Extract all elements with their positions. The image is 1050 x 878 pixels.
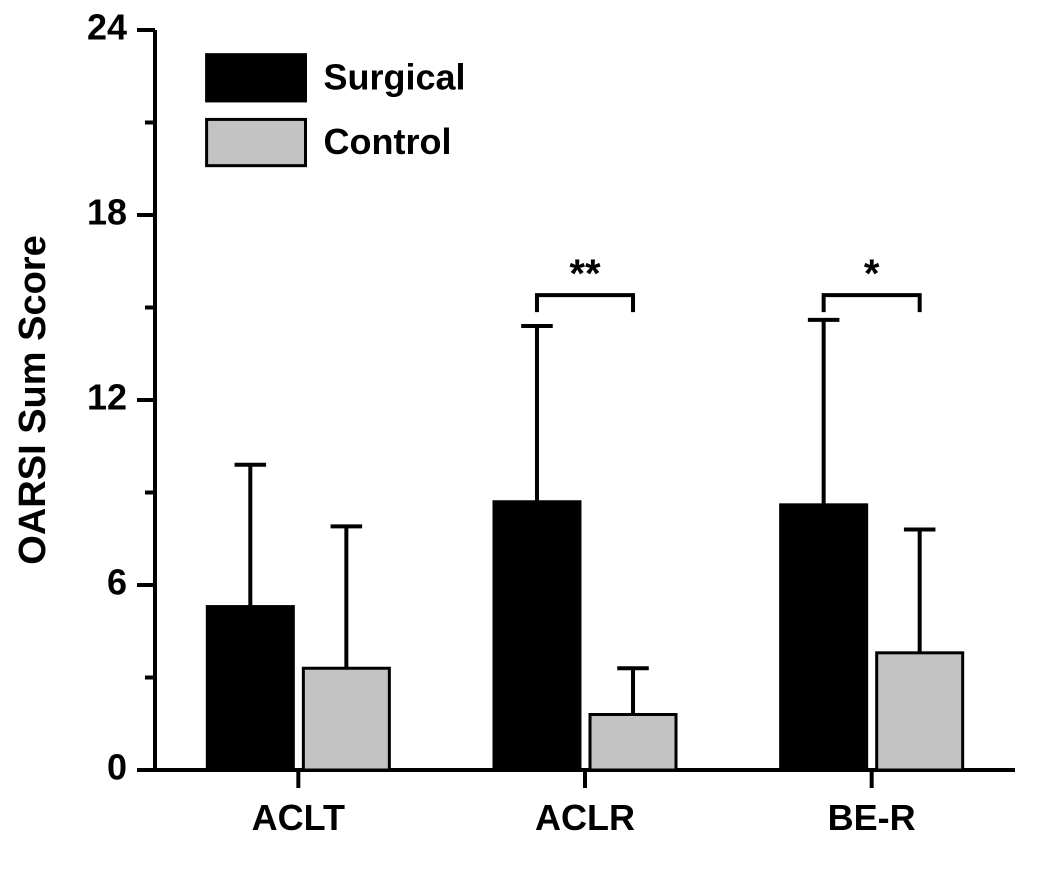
legend-label: Surgical [324, 56, 466, 97]
y-tick-label: 0 [107, 747, 127, 788]
x-tick-label: ACLR [535, 797, 635, 838]
bar [590, 715, 676, 771]
bar [494, 502, 580, 770]
bar-chart: 06121824OARSI Sum ScoreACLTACLRBE-R***Su… [0, 0, 1050, 878]
x-tick-label: BE-R [828, 797, 916, 838]
y-tick-label: 18 [87, 192, 127, 233]
significance-label: * [864, 252, 880, 296]
legend-swatch [207, 55, 306, 101]
legend-swatch [207, 119, 306, 165]
bar [303, 668, 389, 770]
legend-label: Control [324, 121, 452, 162]
bar [781, 505, 867, 770]
significance-label: ** [569, 252, 601, 296]
y-tick-label: 12 [87, 377, 127, 418]
y-axis-label: OARSI Sum Score [12, 235, 54, 564]
y-tick-label: 24 [87, 7, 127, 48]
x-tick-label: ACLT [252, 797, 345, 838]
bar [207, 607, 293, 770]
chart-container: 06121824OARSI Sum ScoreACLTACLRBE-R***Su… [0, 0, 1050, 878]
y-tick-label: 6 [107, 562, 127, 603]
bar [877, 653, 963, 770]
